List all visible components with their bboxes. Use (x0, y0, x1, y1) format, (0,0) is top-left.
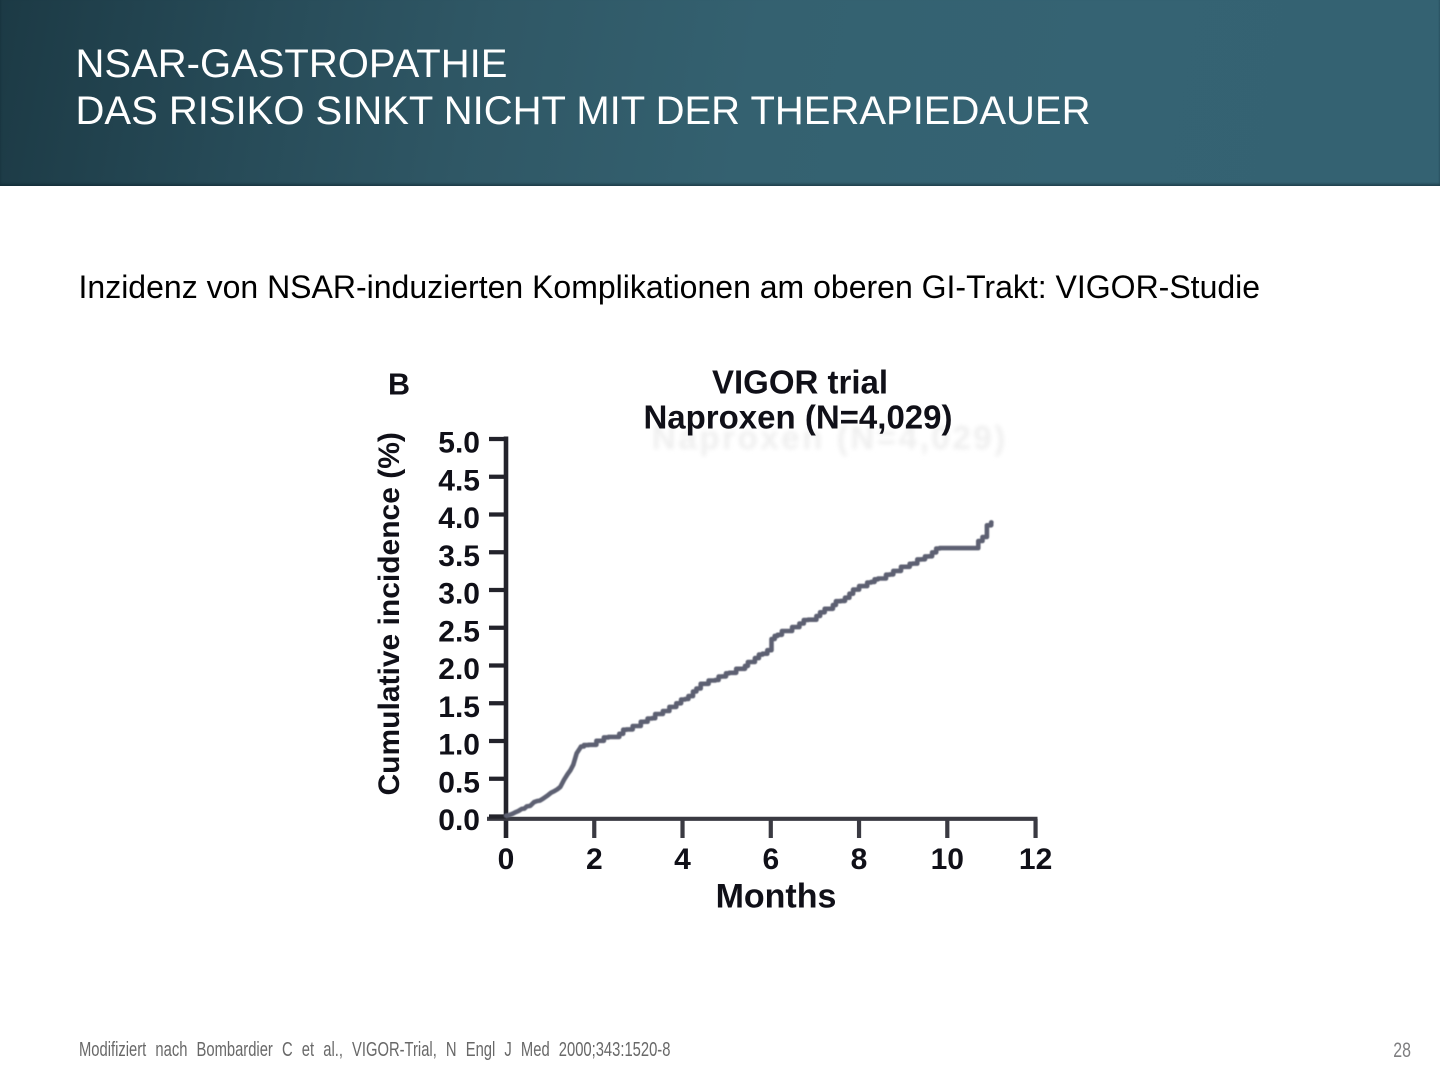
svg-text:10: 10 (931, 843, 964, 876)
svg-text:2.0: 2.0 (438, 653, 480, 686)
svg-text:VIGOR trial: VIGOR trial (712, 364, 888, 401)
svg-text:Cumulative incidence (%): Cumulative incidence (%) (373, 432, 406, 795)
svg-text:5.0: 5.0 (438, 427, 480, 460)
svg-text:4.5: 4.5 (438, 464, 480, 497)
svg-text:B: B (388, 368, 410, 402)
svg-text:3.5: 3.5 (438, 540, 480, 573)
svg-text:1.0: 1.0 (438, 729, 480, 762)
svg-text:Naproxen (N=4,029): Naproxen (N=4,029) (643, 399, 952, 436)
svg-text:0: 0 (498, 843, 515, 876)
svg-text:8: 8 (851, 843, 868, 876)
svg-text:6: 6 (762, 843, 779, 876)
svg-text:2.5: 2.5 (438, 615, 480, 648)
svg-text:4.0: 4.0 (438, 502, 480, 535)
svg-text:Months: Months (716, 877, 837, 915)
svg-text:2: 2 (586, 843, 603, 876)
svg-text:4: 4 (674, 843, 691, 876)
svg-text:12: 12 (1019, 843, 1052, 876)
svg-text:0.0: 0.0 (438, 804, 480, 837)
svg-text:1.5: 1.5 (438, 691, 480, 724)
svg-text:3.0: 3.0 (438, 578, 480, 611)
svg-text:0.5: 0.5 (438, 766, 480, 799)
svg-text:Naproxen (N=4,029): Naproxen (N=4,029) (652, 419, 1008, 456)
